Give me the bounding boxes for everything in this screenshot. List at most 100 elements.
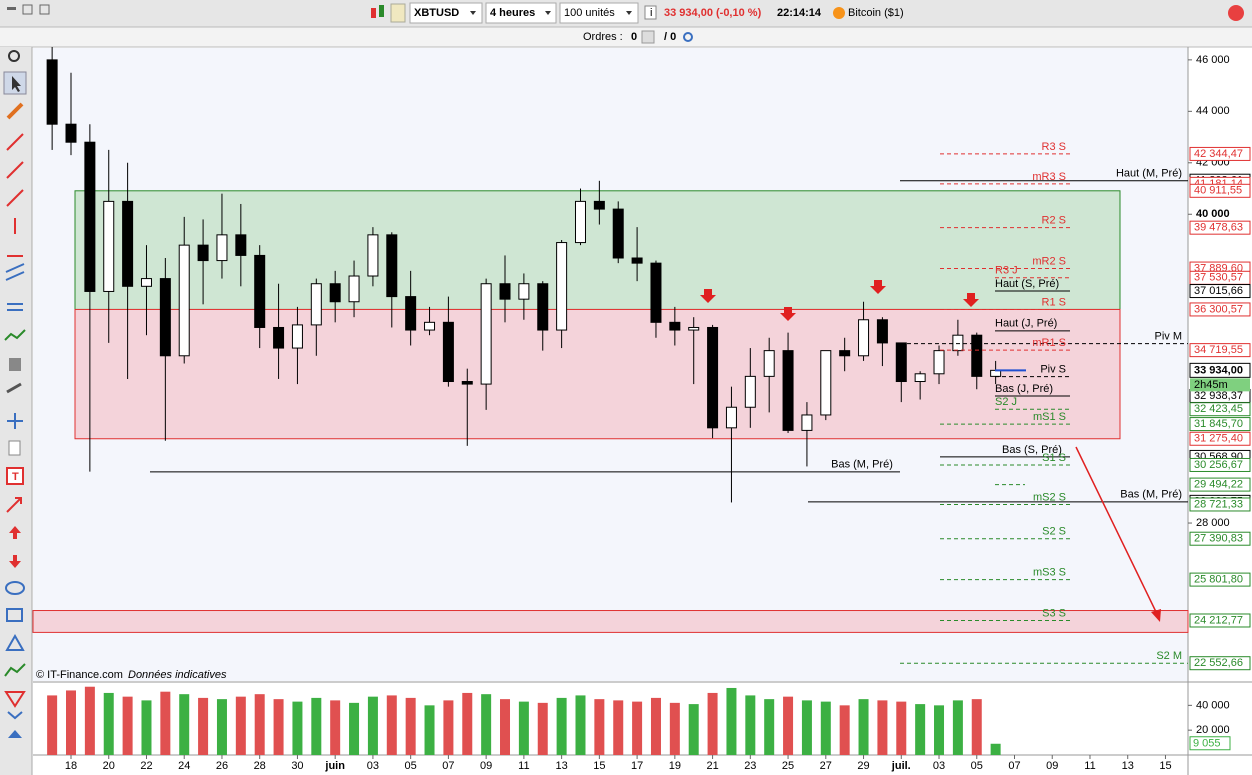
- candle-body: [631, 257, 643, 264]
- price-box: [1189, 572, 1251, 587]
- level-name: Piv M: [1155, 331, 1183, 343]
- channel-tool[interactable]: [5, 263, 25, 281]
- price-label: 36 300,57: [1194, 303, 1243, 315]
- price-box: [1189, 613, 1251, 628]
- text-tool[interactable]: [6, 467, 24, 485]
- zoom-tool[interactable]: [8, 50, 20, 62]
- close-icon[interactable]: [1228, 5, 1244, 21]
- volume-bar: [405, 697, 416, 755]
- level-name: Bas (M, Pré): [1120, 489, 1182, 501]
- text-tool-glyph: T: [12, 471, 19, 483]
- candle-icon[interactable]: [379, 5, 384, 17]
- volume-bar: [122, 696, 133, 755]
- volume-bar: [575, 695, 586, 755]
- tools: T: [3, 50, 27, 738]
- volume-bar: [84, 686, 95, 755]
- hammer-tool[interactable]: [6, 382, 22, 394]
- minimize-icon[interactable]: [7, 7, 16, 10]
- volume-bar: [915, 704, 926, 755]
- volume-bar: [424, 705, 435, 755]
- candle-body: [895, 342, 907, 383]
- timeframe-select[interactable]: [485, 2, 557, 24]
- wave-tool[interactable]: [4, 329, 26, 341]
- candle-body: [235, 234, 247, 256]
- volume-bar: [481, 694, 492, 755]
- units-select[interactable]: [559, 2, 639, 24]
- volume-bar: [594, 699, 605, 755]
- x-tick-label: 13: [1122, 760, 1134, 772]
- level-name: Haut (M, Pré): [1116, 168, 1182, 180]
- candle-body: [273, 326, 285, 349]
- restore-icon[interactable]: [22, 4, 33, 15]
- scroll-tool[interactable]: [8, 730, 22, 738]
- ellipse-tool[interactable]: [5, 581, 25, 595]
- volume-tick-label: 40 000: [1196, 699, 1230, 711]
- triangle-tool[interactable]: [5, 633, 25, 651]
- price-box: [1189, 417, 1251, 432]
- level-name: S2 S: [1042, 526, 1066, 538]
- volume-bar: [858, 699, 869, 755]
- volume-bar: [990, 743, 1001, 755]
- y-tick-label: 28 000: [1196, 517, 1230, 529]
- level-name: Piv S: [1040, 364, 1066, 376]
- candle-body: [669, 321, 681, 331]
- candle-body: [461, 381, 473, 385]
- pattern-tool[interactable]: [7, 711, 23, 720]
- trash-tool[interactable]: [9, 358, 21, 371]
- x-tick-label: 21: [706, 760, 718, 772]
- line-tool[interactable]: [6, 161, 24, 179]
- volume-bar: [839, 705, 850, 755]
- orders-icon[interactable]: [641, 30, 655, 44]
- candle-body: [122, 200, 134, 287]
- orders-buy: 0: [631, 31, 637, 43]
- x-tick-label: 20: [103, 760, 115, 772]
- pattern-tool[interactable]: [4, 691, 26, 708]
- x-tick-label: 13: [555, 760, 567, 772]
- candle-body: [159, 278, 171, 357]
- level-name: Haut (S, Pré): [995, 278, 1059, 290]
- line-tool[interactable]: [6, 189, 24, 207]
- candle-body: [348, 275, 360, 303]
- sheet-icon[interactable]: [390, 3, 406, 23]
- volume-bar: [726, 687, 737, 755]
- tool-bar: [0, 47, 32, 775]
- x-tick-label: 17: [631, 760, 643, 772]
- candle-icon[interactable]: [371, 8, 376, 18]
- down-arrow-tool[interactable]: [9, 555, 21, 568]
- fib-tool[interactable]: [7, 303, 23, 311]
- x-tick-label: 26: [216, 760, 228, 772]
- candle-body: [499, 283, 511, 300]
- move-tool[interactable]: [7, 413, 23, 429]
- detach-icon[interactable]: [39, 4, 50, 15]
- volume-bar: [632, 701, 643, 755]
- candle-body: [518, 283, 530, 300]
- rect-tool[interactable]: [6, 608, 23, 622]
- up-arrow-tool[interactable]: [9, 526, 21, 539]
- symbol-select[interactable]: [409, 2, 483, 24]
- candle-body: [442, 321, 454, 383]
- level-name: R2 S: [1042, 215, 1066, 227]
- level-name: S2 M: [1156, 650, 1182, 662]
- price-label: 27 390,83: [1194, 533, 1243, 545]
- level-name: Bas (S, Pré): [1002, 444, 1062, 456]
- ruler-tool[interactable]: [6, 102, 24, 120]
- candle-body: [537, 283, 549, 331]
- level-name: Haut (J, Pré): [995, 318, 1057, 330]
- level-name: Bas (M, Pré): [831, 459, 893, 471]
- candle-body: [46, 59, 58, 125]
- settings-icon[interactable]: [683, 32, 693, 42]
- last-price-box: [1189, 362, 1251, 378]
- level-name: mR2 S: [1032, 255, 1066, 267]
- info-icon[interactable]: [644, 5, 657, 20]
- copy-tool[interactable]: [8, 440, 21, 456]
- level-name: mS1 S: [1033, 411, 1066, 423]
- candle-body: [367, 234, 379, 277]
- x-tick-label: 09: [480, 760, 492, 772]
- line-tool[interactable]: [6, 133, 24, 151]
- volume-bar: [613, 700, 624, 755]
- symbol: XBTUSD: [414, 7, 459, 19]
- price-label: 32 423,45: [1194, 403, 1243, 415]
- orders-bar: [0, 27, 1252, 47]
- arrow-tool[interactable]: [6, 497, 22, 513]
- pattern-tool[interactable]: [4, 663, 26, 677]
